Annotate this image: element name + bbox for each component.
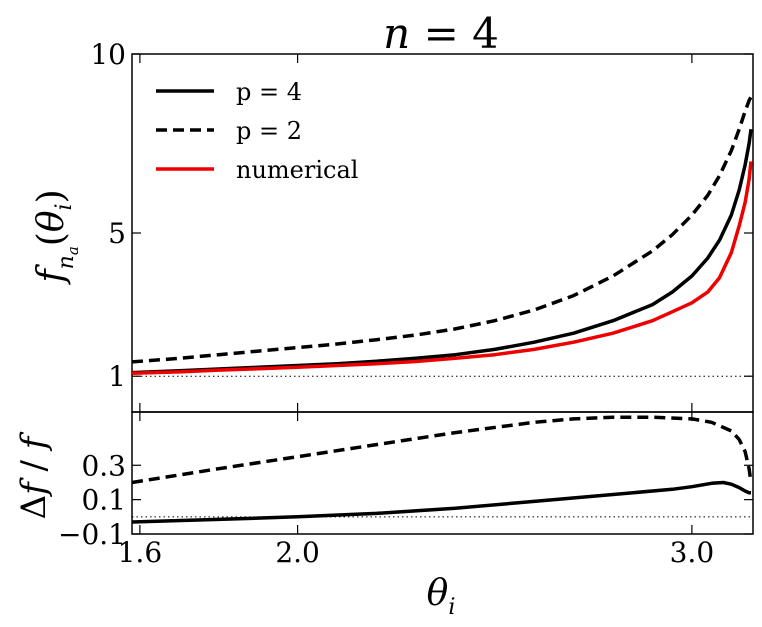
xtick-label: 2.0 bbox=[275, 536, 320, 569]
legend-label-numerical: numerical bbox=[236, 156, 358, 184]
top-series-numerical bbox=[131, 161, 753, 376]
xtick-label: 3.0 bbox=[670, 536, 715, 569]
legend-label-p2: p = 2 bbox=[236, 117, 302, 145]
legend-label-p4: p = 4 bbox=[236, 78, 302, 106]
chart-title: n = 4 bbox=[383, 9, 499, 58]
x-axis-label: θi bbox=[427, 573, 456, 620]
bot-series-p-4 bbox=[131, 480, 751, 524]
top-ytick-label: 10 bbox=[90, 38, 126, 71]
bottom-panel-frame bbox=[131, 411, 754, 535]
bot-ytick-label: 0.3 bbox=[81, 449, 126, 482]
top-series-p-2 bbox=[131, 96, 753, 364]
bottom-ylabel: Δf / f bbox=[14, 431, 54, 519]
top-ytick-label: 1 bbox=[108, 360, 126, 393]
legend: p = 4 p = 2 numerical bbox=[156, 78, 358, 184]
top-series-p-4 bbox=[131, 128, 753, 375]
bot-series-p-2 bbox=[131, 415, 753, 485]
bot-ytick-label: −0.1 bbox=[58, 518, 126, 551]
top-series bbox=[131, 96, 753, 376]
bottom-ticks: −0.10.10.3 1.6 2.0 3.0 bbox=[58, 412, 753, 569]
xtick-label: 1.6 bbox=[118, 536, 163, 569]
top-ytick-label: 5 bbox=[108, 217, 126, 250]
bot-ytick-label: 0.1 bbox=[81, 484, 126, 517]
bottom-series bbox=[131, 415, 753, 524]
top-ylabel: fna(θi) bbox=[31, 189, 82, 285]
